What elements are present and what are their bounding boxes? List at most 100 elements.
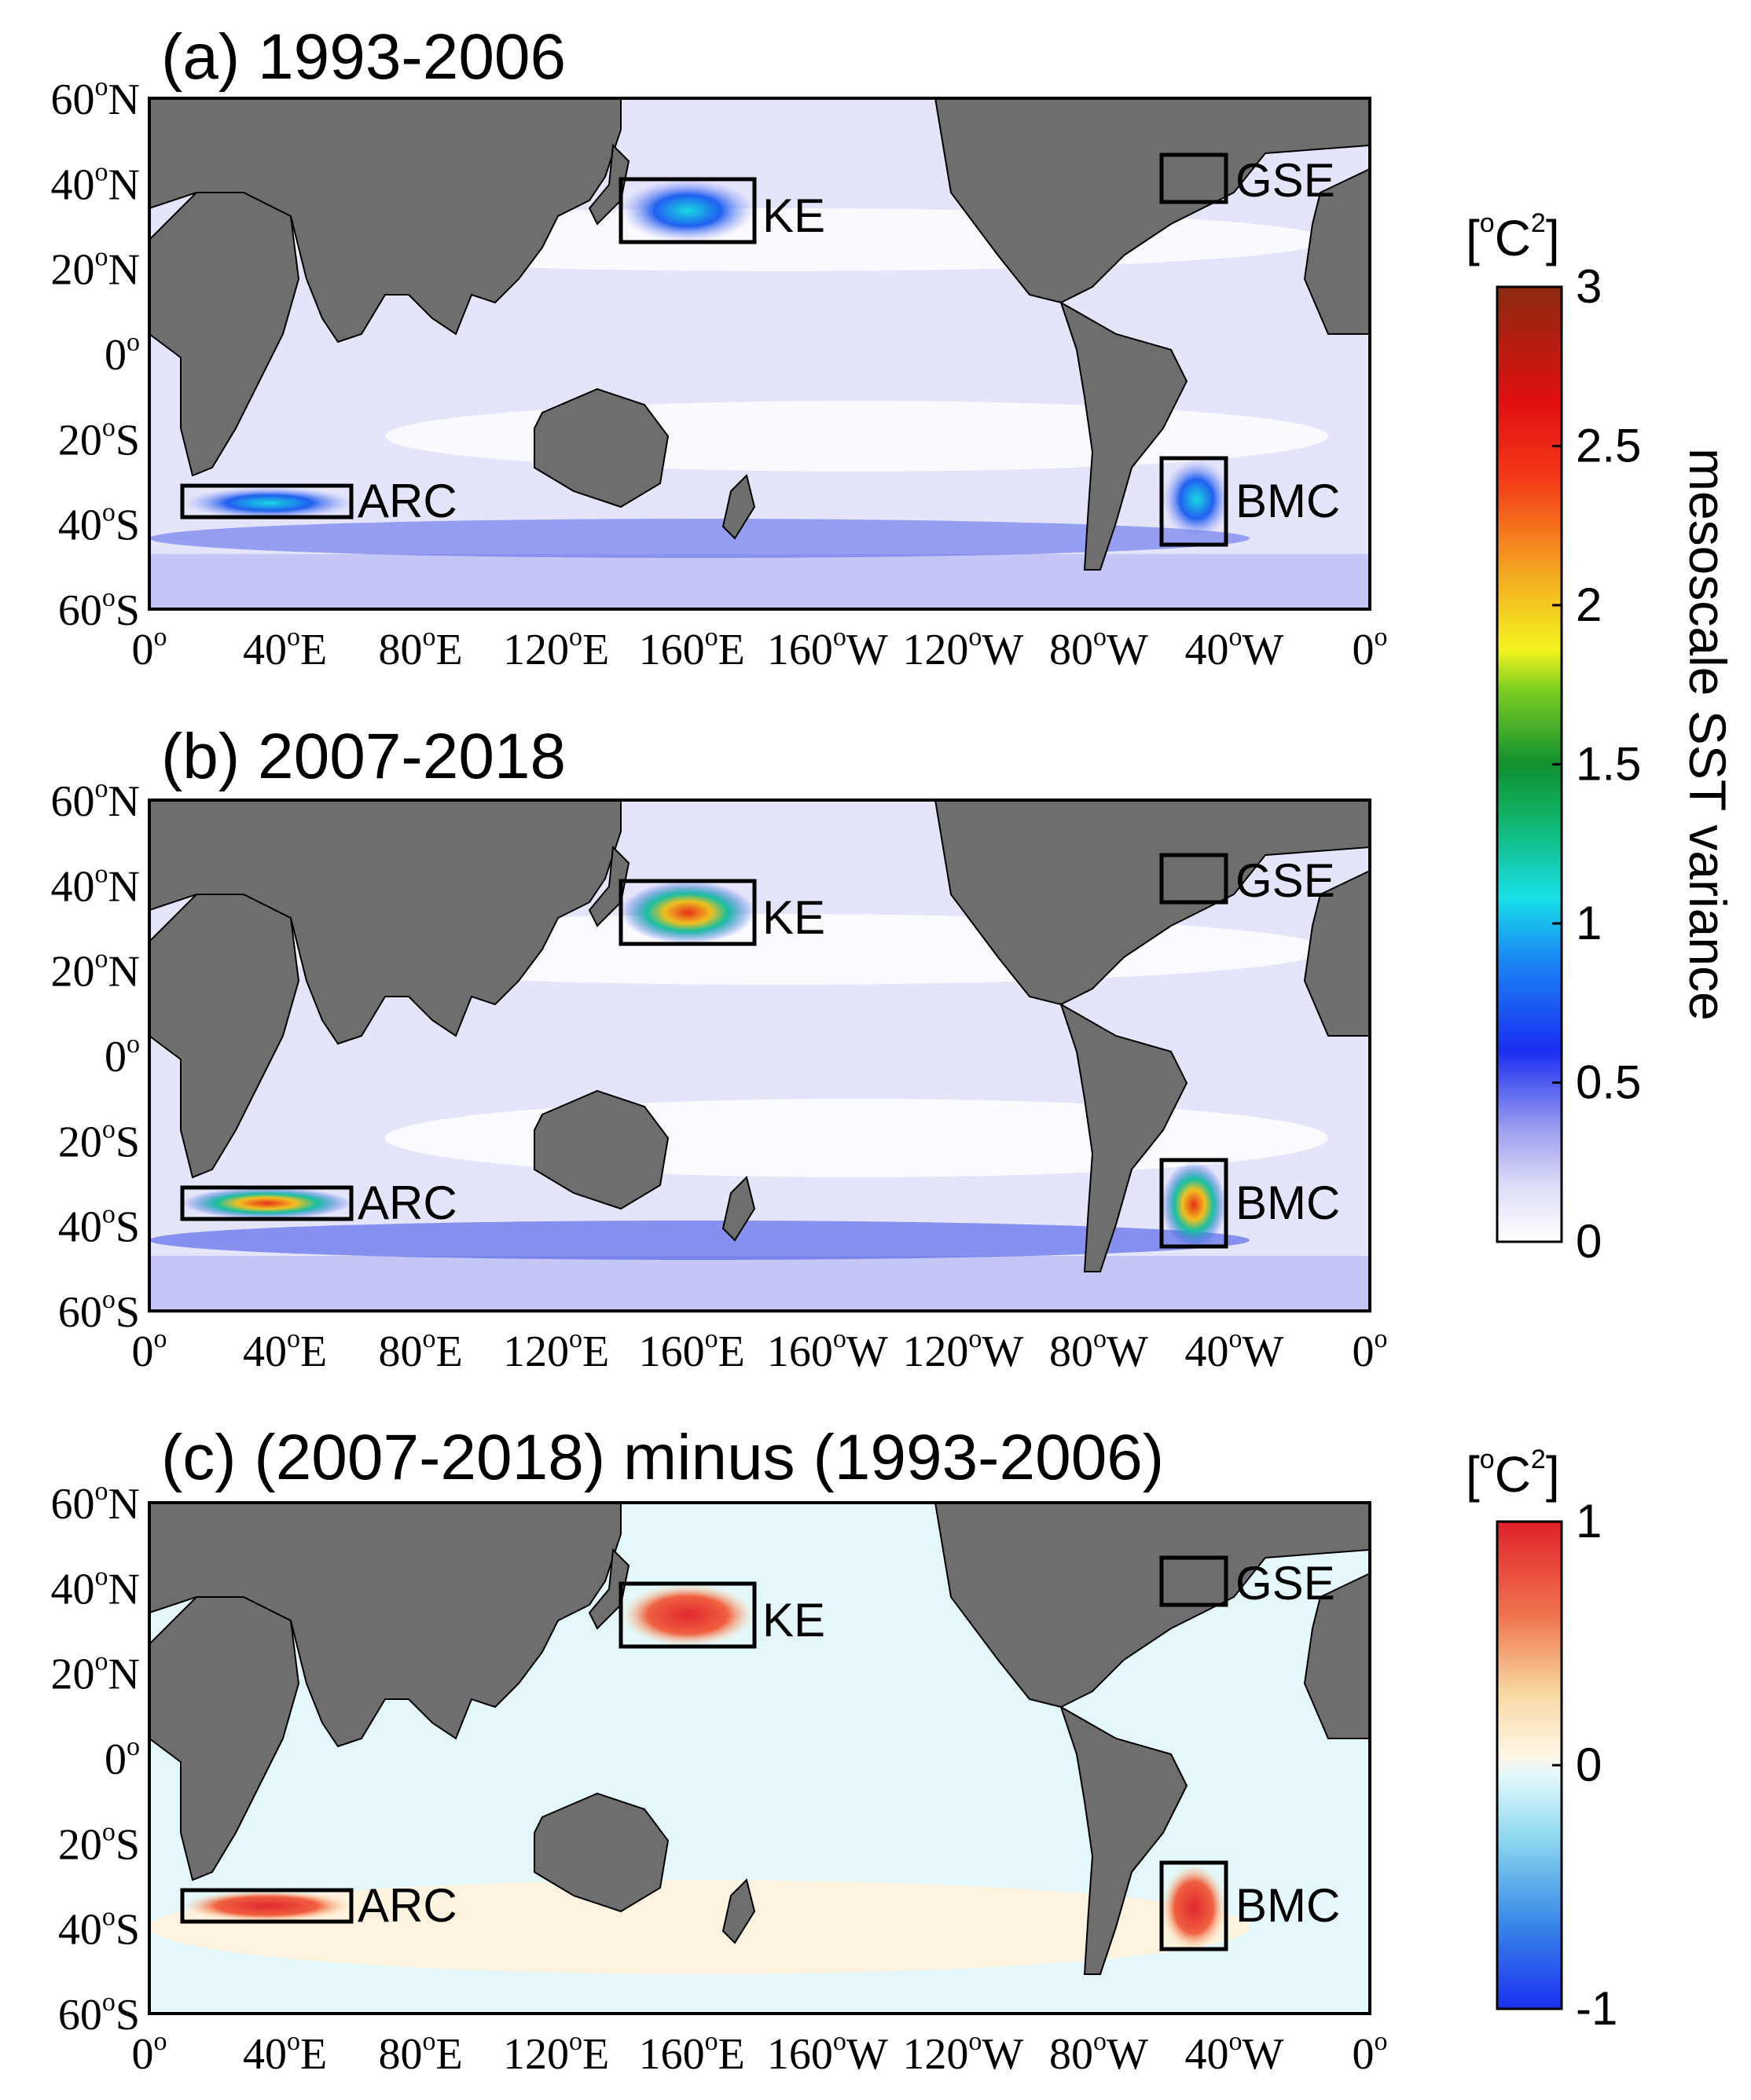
panel-1-lat-tick-0: 60oN	[51, 774, 140, 826]
panel-b-box-ke	[619, 879, 757, 946]
panel-a: (a) 1993-2006 KE GSE ARC BMC	[148, 21, 1371, 611]
colorbar-top-tick-label-0: 3	[1576, 260, 1602, 313]
panel-2-lon-tick-8: 40oW	[1185, 2027, 1284, 2079]
panel-1-lon-tick-5: 160oW	[767, 1324, 888, 1376]
panel-2-lon-tick-2: 80oE	[379, 2027, 463, 2079]
colorbar-bottom-unit: [oC2]	[1466, 1445, 1560, 1503]
panel-c-label-arc: ARC	[358, 1879, 457, 1932]
panel-2-lat-tick-4: 20oS	[58, 1817, 140, 1869]
panel-a-box-bmc	[1159, 456, 1228, 547]
colorbar-top-tick-label-6: 0	[1576, 1215, 1602, 1268]
panel-a-label-ke: KE	[762, 189, 825, 242]
panel-c-box-bmc	[1159, 1860, 1228, 1951]
panel-0-lat-tick-0: 60oN	[51, 72, 140, 124]
panel-2-lon-tick-5: 160oW	[767, 2027, 888, 2079]
panel-2-lat-tick-5: 40oS	[58, 1903, 140, 1955]
panel-b-label-ke: KE	[762, 891, 825, 944]
panel-a-label-bmc: BMC	[1235, 475, 1340, 527]
colorbar-bottom-scale	[1496, 1520, 1563, 2010]
colorbar-top-unit: [oC2]	[1466, 208, 1560, 266]
panel-2-lon-tick-1: 40oE	[243, 2027, 327, 2079]
panel-b-box-bmc	[1159, 1158, 1228, 1249]
panel-1-lon-tick-4: 160oE	[639, 1324, 745, 1376]
colorbar-bottom: [oC2] 1 0 -1	[1466, 1445, 1617, 2035]
panel-c-label-bmc: BMC	[1235, 1879, 1340, 1932]
panel-2-lon-tick-0: 0o	[132, 2027, 167, 2079]
panel-2-lat-tick-0: 60oN	[51, 1477, 140, 1529]
panel-1-lat-tick-5: 40oS	[58, 1200, 140, 1252]
colorbar-top-tick-label-4: 1	[1576, 897, 1602, 949]
panel-a-label-gse: GSE	[1235, 154, 1335, 207]
panel-0-lon-tick-4: 160oE	[639, 622, 745, 674]
panel-c-label-ke: KE	[762, 1594, 825, 1647]
panel-1-lon-tick-9: 0o	[1353, 1324, 1388, 1376]
panel-a-title: (a) 1993-2006	[161, 21, 566, 93]
panel-b: (b) 2007-2018 KE GSE ARC BMC	[148, 721, 1371, 1312]
panel-c-box-arc	[180, 1888, 354, 1924]
panel-0-lon-tick-1: 40oE	[243, 622, 327, 674]
panel-b-box-arc	[180, 1185, 354, 1221]
panel-b-label-arc: ARC	[358, 1177, 457, 1229]
panel-a-box-arc	[180, 483, 354, 519]
panel-c-title: (c) (2007-2018) minus (1993-2006)	[161, 1422, 1164, 1493]
panel-1-lon-tick-7: 80oW	[1049, 1324, 1148, 1376]
panel-1-lat-tick-4: 20oS	[58, 1114, 140, 1166]
colorbar-top-title: mesoscale SST variance	[1679, 448, 1737, 1021]
panel-b-label-gse: GSE	[1235, 854, 1335, 907]
colorbar-top-tick-label-5: 0.5	[1576, 1056, 1641, 1109]
panel-b-frame	[148, 799, 1371, 1312]
panel-2-lat-tick-1: 40oN	[51, 1562, 140, 1614]
panel-c-box-ke	[619, 1581, 757, 1649]
panel-0-lon-tick-9: 0o	[1353, 622, 1388, 674]
panel-2-lon-tick-9: 0o	[1353, 2027, 1388, 2079]
panel-a-label-arc: ARC	[358, 475, 457, 527]
colorbar-top-tick-label-1: 2.5	[1576, 420, 1641, 472]
panel-0-lat-tick-6: 60oS	[58, 583, 140, 635]
panel-0-lon-tick-2: 80oE	[379, 622, 463, 674]
panel-b-box-gse	[1159, 853, 1228, 905]
panel-2-lon-tick-3: 120oE	[503, 2027, 609, 2079]
panel-2-lon-tick-6: 120oW	[902, 2027, 1023, 2079]
panel-1-lat-tick-3: 0o	[105, 1030, 140, 1081]
panel-2-lon-tick-7: 80oW	[1049, 2027, 1148, 2079]
panel-1-lon-tick-0: 0o	[132, 1324, 167, 1376]
panel-0-lat-tick-2: 20oN	[51, 243, 140, 295]
panel-0-lon-tick-5: 160oW	[767, 622, 888, 674]
colorbar-top-tick-label-3: 1.5	[1576, 738, 1641, 791]
panel-c-box-gse	[1159, 1555, 1228, 1607]
colorbar-bottom-tick-label-1: 0	[1576, 1738, 1602, 1791]
panel-2-lat-tick-6: 60oS	[58, 1988, 140, 2039]
panel-c: (c) (2007-2018) minus (1993-2006) KE GSE…	[148, 1422, 1371, 2015]
panel-a-box-ke	[619, 177, 757, 244]
panel-b-title: (b) 2007-2018	[161, 721, 566, 792]
panel-0-lon-tick-8: 40oW	[1185, 622, 1284, 674]
panel-1-lon-tick-3: 120oE	[503, 1324, 609, 1376]
panel-2-lat-tick-2: 20oN	[51, 1647, 140, 1699]
colorbar-top-scale	[1496, 285, 1563, 1243]
panel-1-lon-tick-6: 120oW	[902, 1324, 1023, 1376]
panel-0-lon-tick-6: 120oW	[902, 622, 1023, 674]
panel-0-lat-tick-5: 40oS	[58, 498, 140, 550]
colorbar-bottom-tick-label-0: 1	[1576, 1495, 1602, 1547]
panel-0-lon-tick-0: 0o	[132, 622, 167, 674]
panel-b-label-bmc: BMC	[1235, 1177, 1340, 1229]
panel-2-lon-tick-4: 160oE	[639, 2027, 745, 2079]
panel-2-lat-tick-3: 0o	[105, 1732, 140, 1784]
panel-1-lat-tick-1: 40oN	[51, 859, 140, 911]
panel-0-lon-tick-7: 80oW	[1049, 622, 1148, 674]
colorbar-top: [oC2] 3 2.5 2 1.5 1 0.5 0 mesoscale SST varian…	[1466, 208, 1737, 1268]
panel-0-lat-tick-3: 0o	[105, 328, 140, 380]
panel-c-label-gse: GSE	[1235, 1557, 1335, 1610]
panel-1-lat-tick-6: 60oS	[58, 1285, 140, 1337]
panel-1-lon-tick-1: 40oE	[243, 1324, 327, 1376]
panel-1-lon-tick-8: 40oW	[1185, 1324, 1284, 1376]
panel-0-lat-tick-1: 40oN	[51, 157, 140, 209]
panel-1-lon-tick-2: 80oE	[379, 1324, 463, 1376]
panel-1-lat-tick-2: 20oN	[51, 945, 140, 997]
panel-c-frame	[148, 1501, 1371, 2015]
panel-a-frame	[148, 97, 1371, 611]
panel-a-box-gse	[1159, 152, 1228, 204]
colorbar-top-tick-label-2: 2	[1576, 578, 1602, 631]
